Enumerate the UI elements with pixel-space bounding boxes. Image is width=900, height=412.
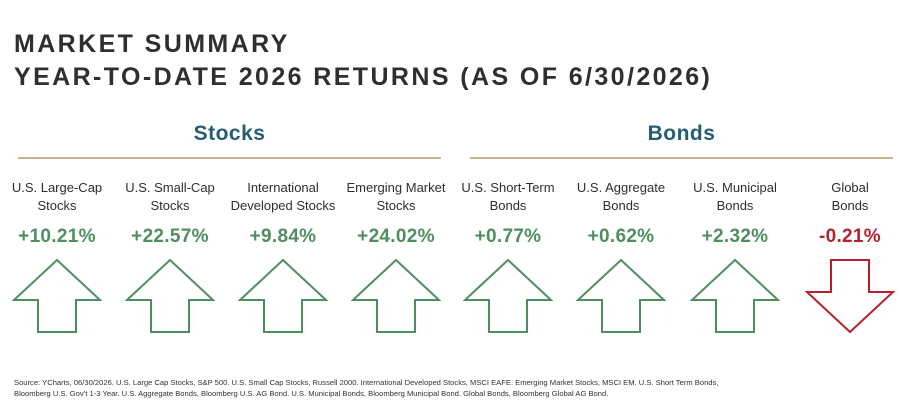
source-line-2: Bloomberg U.S. Gov’t 1-3 Year. U.S. Aggr… (14, 389, 609, 398)
category-label-line-1: U.S. Large-Cap (11, 180, 103, 195)
category-label-line-1: U.S. Aggregate (576, 180, 666, 195)
category-label-line-1: Emerging Market (346, 180, 446, 195)
category-label-line-1: U.S. Short-Term (461, 180, 555, 195)
category-label: U.S. Municipal Bonds (678, 179, 792, 215)
category-label-line-2: Stocks (37, 198, 77, 213)
return-value: +24.02% (357, 226, 435, 247)
return-value: +0.77% (474, 226, 542, 247)
return-value: +22.57% (131, 226, 209, 247)
category-label: Emerging Market Stocks (339, 179, 453, 215)
source-note: Source: YCharts, 06/30/2026. U.S. Large … (14, 377, 894, 399)
return-column: U.S. Large-Cap Stocks +10.21% (0, 179, 114, 248)
arrow-down-icon (805, 259, 895, 334)
arrow-up-shape (125, 258, 215, 333)
title-line-1: MARKET SUMMARY (14, 30, 290, 58)
arrow-up-icon (576, 258, 666, 333)
arrow-up-icon (125, 258, 215, 333)
source-line-1: Source: YCharts, 06/30/2026. U.S. Large … (14, 378, 719, 387)
category-label: U.S. Small-Cap Stocks (113, 179, 227, 215)
title-line-2: YEAR-TO-DATE 2026 RETURNS (AS OF 6/30/20… (14, 63, 713, 91)
arrow-up-icon (12, 258, 102, 333)
category-label-line-1: U.S. Municipal (693, 180, 777, 195)
page-title: MARKET SUMMARY YEAR-TO-DATE 2026 RETURNS… (14, 28, 712, 94)
bonds-heading: Bonds (647, 122, 716, 145)
arrow-up-icon (351, 258, 441, 333)
return-value: +2.32% (701, 226, 769, 247)
category-label-line-1: Global (831, 180, 869, 195)
category-label: U.S. Short-Term Bonds (451, 179, 565, 215)
arrow-up-icon (690, 258, 780, 333)
category-label: U.S. Aggregate Bonds (564, 179, 678, 215)
category-label: U.S. Large-Cap Stocks (0, 179, 114, 215)
arrow-down-shape (805, 259, 895, 334)
arrow-up-shape (463, 258, 553, 333)
return-column: U.S. Small-Cap Stocks +22.57% (113, 179, 227, 248)
return-value: +10.21% (18, 226, 96, 247)
category-label-line-2: Developed Stocks (230, 198, 336, 213)
category-label-line-2: Stocks (376, 198, 416, 213)
arrow-up-shape (12, 258, 102, 333)
arrow-up-icon (238, 258, 328, 333)
return-column: International Developed Stocks +9.84% (226, 179, 340, 248)
category-label-line-2: Bonds (489, 198, 527, 213)
category-label-line-1: U.S. Small-Cap (125, 180, 215, 195)
arrow-up-shape (351, 258, 441, 333)
return-column: Global Bonds -0.21% (793, 179, 900, 248)
category-label-line-2: Bonds (831, 198, 869, 213)
bonds-rule (470, 157, 893, 159)
category-label-line-2: Bonds (716, 198, 754, 213)
return-value: +0.62% (587, 226, 655, 247)
arrow-up-shape (576, 258, 666, 333)
stocks-rule (18, 157, 441, 159)
return-column: U.S. Municipal Bonds +2.32% (678, 179, 792, 248)
return-column: U.S. Short-Term Bonds +0.77% (451, 179, 565, 248)
category-label-line-2: Bonds (602, 198, 640, 213)
return-column: U.S. Aggregate Bonds +0.62% (564, 179, 678, 248)
category-label: International Developed Stocks (226, 179, 340, 215)
return-column: Emerging Market Stocks +24.02% (339, 179, 453, 248)
arrow-up-icon (463, 258, 553, 333)
return-value: -0.21% (818, 226, 881, 247)
category-label-line-2: Stocks (150, 198, 190, 213)
category-label-line-1: International (247, 180, 319, 195)
stocks-heading: Stocks (193, 122, 266, 145)
return-value: +9.84% (249, 226, 317, 247)
arrow-up-shape (238, 258, 328, 333)
arrow-up-shape (690, 258, 780, 333)
category-label: Global Bonds (793, 179, 900, 215)
